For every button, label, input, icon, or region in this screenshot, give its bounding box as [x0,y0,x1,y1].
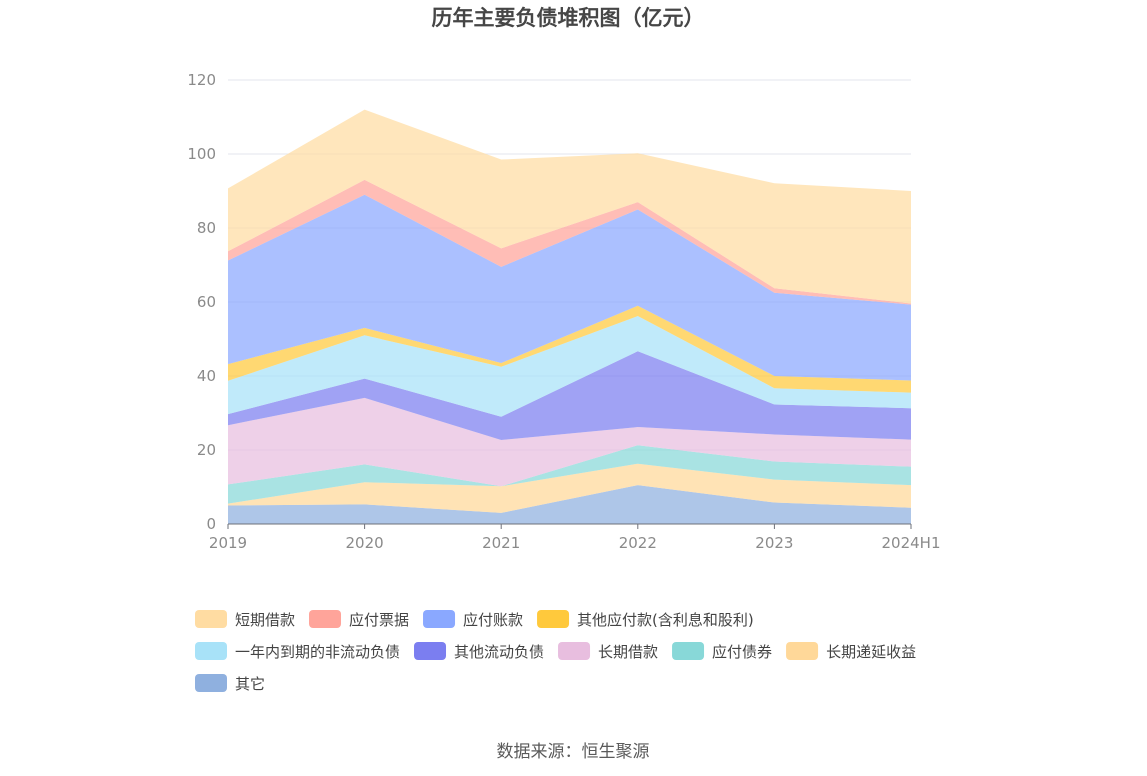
legend-swatch [309,610,342,628]
legend-swatch [537,610,570,628]
area-series-3 [228,397,911,487]
legend-label: 其他流动负债 [454,643,544,661]
legend-swatch [558,642,591,660]
area-series-5 [228,316,911,417]
y-tick-label: 20 [197,441,216,459]
legend-label: 应付票据 [349,611,409,629]
legend-label: 应付账款 [463,611,523,629]
legend-label: 其它 [235,675,265,693]
legend-label: 长期借款 [598,643,658,661]
y-tick-label: 0 [206,515,216,533]
x-tick-label: 2024H1 [882,534,941,552]
chart-title: 历年主要负债堆积图（亿元） [432,6,705,30]
x-tick-label: 2022 [619,534,657,552]
legend-swatch [195,642,227,660]
legend-label: 长期递延收益 [826,643,916,661]
area-series-7 [228,194,911,381]
legend-swatch [195,674,227,692]
axes: 0 20 40 60 80 100 120 2019 2020 2021 2022 2023 2024H… [187,71,940,552]
y-tick-label: 100 [187,145,216,163]
y-tick-label: 120 [187,71,216,89]
legend-label: 一年内到期的非流动负债 [235,643,400,661]
area-series-2 [228,445,911,504]
legend-label: 短期借款 [235,611,295,629]
source-note: 数据来源：恒生聚源 [497,742,650,762]
legend: 短期借款 应付票据 应付账款 其他应付款(含利息和股利) 一年内到期的非流动负债 其他流动… [195,610,916,693]
legend-swatch [423,610,456,628]
area-series-9 [228,109,911,304]
legend-swatch [414,642,447,660]
area-series-0 [228,485,911,524]
legend-label: 其他应付款(含利息和股利) [577,611,754,629]
x-tick-label: 2019 [209,534,247,552]
area-series-6 [228,305,911,393]
legend-swatch [195,610,227,628]
x-tick-label: 2023 [755,534,793,552]
x-tick-label: 2021 [482,534,520,552]
area-series-1 [228,463,911,513]
area-series-8 [228,179,911,305]
x-tick-label: 2020 [346,534,384,552]
y-tick-label: 40 [197,367,216,385]
plot-area [228,109,911,524]
legend-swatch [786,642,819,660]
legend-label: 应付债券 [712,643,772,661]
y-tick-label: 60 [197,293,216,311]
area-series-4 [228,351,911,441]
legend-swatch [672,642,705,660]
y-tick-label: 80 [197,219,216,237]
